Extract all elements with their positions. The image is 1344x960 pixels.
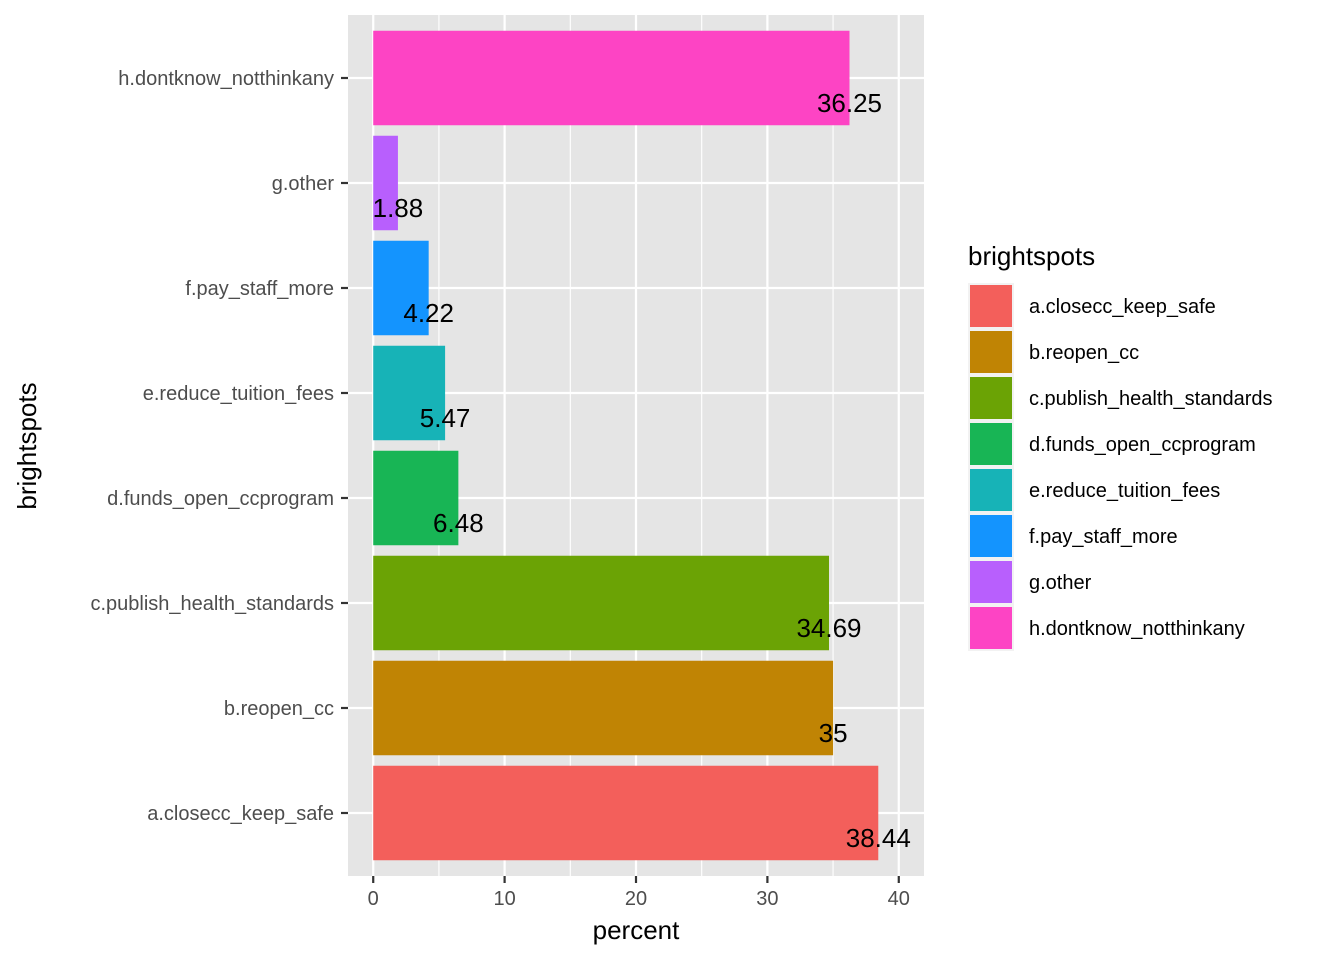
bar-h.dontknow_notthinkany bbox=[373, 30, 850, 126]
data-label: 36.25 bbox=[817, 88, 882, 118]
legend-title: brightspots bbox=[968, 241, 1095, 271]
legend-label: e.reduce_tuition_fees bbox=[1029, 480, 1220, 502]
y-tick-label: f.pay_staff_more bbox=[185, 278, 334, 300]
legend-label: h.dontknow_notthinkany bbox=[1029, 618, 1245, 640]
bar-c.publish_health_standards bbox=[373, 555, 830, 651]
legend-swatch bbox=[970, 377, 1012, 419]
x-tick-label: 40 bbox=[888, 888, 910, 910]
y-tick-label: a.closecc_keep_safe bbox=[147, 803, 334, 825]
legend-label: a.closecc_keep_safe bbox=[1029, 296, 1216, 318]
data-label: 34.69 bbox=[796, 613, 861, 643]
legend-swatch bbox=[970, 331, 1012, 373]
legend-swatch bbox=[970, 285, 1012, 327]
y-tick-label: e.reduce_tuition_fees bbox=[143, 383, 334, 405]
legend-label: d.funds_open_ccprogram bbox=[1029, 434, 1256, 456]
y-axis: a.closecc_keep_safe b.reopen_cc c.publish_… bbox=[90, 68, 348, 825]
legend-swatch bbox=[970, 607, 1012, 649]
legend-swatch bbox=[970, 469, 1012, 511]
data-label: 5.47 bbox=[420, 403, 471, 433]
x-tick-label: 10 bbox=[493, 888, 515, 910]
x-tick-label: 0 bbox=[368, 888, 379, 910]
y-tick-label: b.reopen_cc bbox=[224, 698, 334, 720]
legend: brightspots a.closecc_keep_safe b.reopen_… bbox=[968, 241, 1273, 651]
data-label: 6.48 bbox=[433, 508, 484, 538]
bar-e.reduce_tuition_fees bbox=[373, 345, 446, 441]
data-label: 38.44 bbox=[846, 823, 911, 853]
data-label: 4.22 bbox=[403, 298, 454, 328]
data-labels: 38.44 35 34.69 6.48 5.47 4.22 1.88 36.25 bbox=[373, 88, 911, 853]
data-label: 35 bbox=[819, 718, 848, 748]
y-tick-label: d.funds_open_ccprogram bbox=[107, 488, 334, 510]
bar-b.reopen_cc bbox=[373, 660, 834, 756]
legend-label: f.pay_staff_more bbox=[1029, 526, 1178, 548]
legend-label: g.other bbox=[1029, 572, 1092, 594]
bars bbox=[373, 30, 879, 861]
y-axis-title: brightspots bbox=[12, 382, 42, 509]
legend-label: b.reopen_cc bbox=[1029, 342, 1139, 364]
x-tick-label: 20 bbox=[625, 888, 647, 910]
legend-swatch bbox=[970, 561, 1012, 603]
y-tick-label: c.publish_health_standards bbox=[90, 593, 334, 615]
x-axis: 0 10 20 30 40 bbox=[368, 876, 910, 910]
legend-swatch bbox=[970, 515, 1012, 557]
y-tick-label: h.dontknow_notthinkany bbox=[118, 68, 334, 90]
legend-swatch bbox=[970, 423, 1012, 465]
bar-f.pay_staff_more bbox=[373, 240, 429, 336]
legend-label: c.publish_health_standards bbox=[1029, 388, 1273, 410]
data-label: 1.88 bbox=[373, 193, 424, 223]
bar-a.closecc_keep_safe bbox=[373, 765, 879, 861]
bar-g.other bbox=[373, 135, 398, 231]
bar-d.funds_open_ccprogram bbox=[373, 450, 459, 546]
x-tick-label: 30 bbox=[756, 888, 778, 910]
x-axis-title: percent bbox=[593, 915, 680, 945]
y-tick-label: g.other bbox=[272, 173, 335, 195]
